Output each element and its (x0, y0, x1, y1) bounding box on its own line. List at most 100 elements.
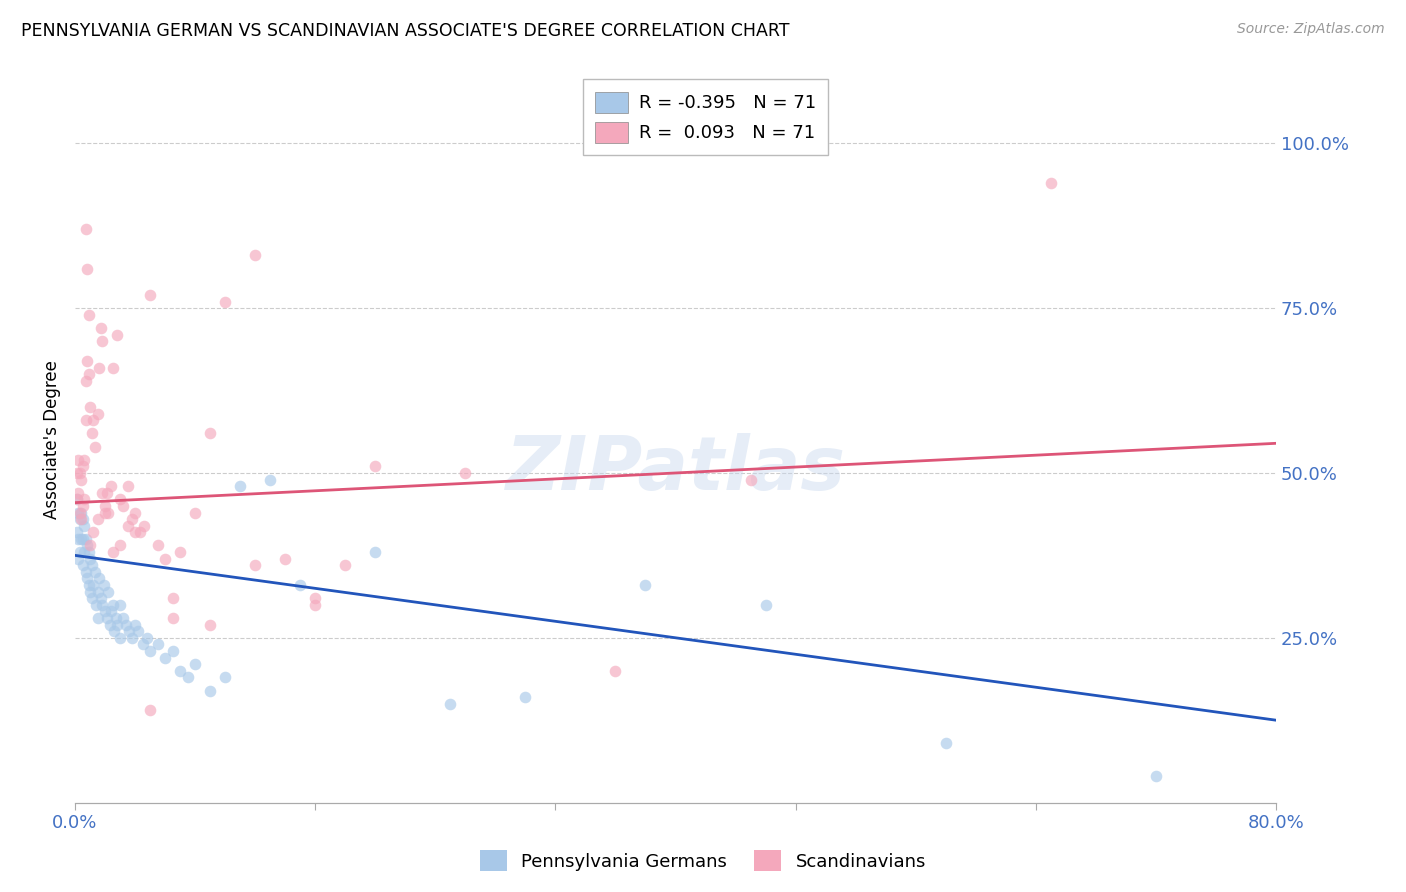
Point (184, 657, 207, 672)
Point (139, 644, 162, 658)
Point (364, 459, 387, 474)
Point (86, 584, 108, 599)
Point (634, 578, 657, 592)
Point (124, 525, 146, 540)
Point (128, 525, 150, 540)
Point (79, 400, 101, 414)
Point (94, 604, 117, 618)
Point (69, 512, 91, 526)
Point (91, 485, 114, 500)
Point (70, 532, 93, 546)
Point (77, 367, 100, 381)
Point (70, 512, 93, 526)
Point (132, 518, 155, 533)
Point (86, 407, 108, 421)
Point (65, 466, 87, 480)
Point (112, 499, 135, 513)
Point (146, 637, 169, 651)
Point (136, 631, 159, 645)
Point (108, 631, 131, 645)
Point (75, 413, 97, 427)
Point (82, 525, 104, 540)
Point (76, 539, 98, 553)
Point (162, 611, 184, 625)
Point (91, 598, 114, 612)
Point (97, 584, 120, 599)
Point (75, 532, 97, 546)
Point (605, 664, 627, 678)
Point (66, 551, 89, 566)
Point (75, 374, 97, 388)
Point (103, 624, 125, 639)
Point (198, 426, 221, 441)
Point (117, 479, 139, 493)
Point (117, 518, 139, 533)
Point (184, 506, 207, 520)
Point (65, 492, 87, 507)
Point (153, 551, 176, 566)
Point (66, 532, 89, 546)
Point (290, 578, 312, 592)
Point (243, 248, 266, 262)
Text: ZIPatlas: ZIPatlas (506, 433, 845, 506)
Point (740, 473, 762, 487)
Point (101, 545, 124, 559)
Point (73, 452, 96, 467)
Point (70, 473, 93, 487)
Point (79, 584, 101, 599)
Point (91, 334, 114, 348)
Point (124, 617, 146, 632)
Point (76, 354, 98, 368)
Point (65, 525, 87, 540)
Point (82, 413, 104, 427)
Point (75, 565, 97, 579)
Point (69, 506, 91, 520)
Point (146, 539, 169, 553)
Point (198, 617, 221, 632)
Point (84, 598, 107, 612)
Point (83, 440, 105, 454)
Point (274, 551, 297, 566)
Point (304, 591, 326, 606)
Point (101, 598, 124, 612)
Point (335, 558, 357, 573)
Point (93, 578, 115, 592)
Point (131, 637, 153, 651)
Y-axis label: Associate's Degree: Associate's Degree (44, 360, 60, 519)
Point (72, 512, 94, 526)
Point (82, 578, 104, 592)
Point (87, 360, 110, 375)
Point (139, 703, 162, 717)
Point (77, 578, 100, 592)
Point (304, 598, 326, 612)
Point (169, 545, 191, 559)
Legend: Pennsylvania Germans, Scandinavians: Pennsylvania Germans, Scandinavians (472, 843, 934, 879)
Point (96, 611, 118, 625)
Point (77, 545, 100, 559)
Point (73, 492, 96, 507)
Point (69, 545, 91, 559)
Point (75, 222, 97, 236)
Point (243, 558, 266, 573)
Point (214, 294, 236, 309)
Point (454, 466, 477, 480)
Point (97, 506, 120, 520)
Point (198, 683, 221, 698)
Point (98, 617, 121, 632)
Text: PENNSYLVANIA GERMAN VS SCANDINAVIAN ASSOCIATE'S DEGREE CORRELATION CHART: PENNSYLVANIA GERMAN VS SCANDINAVIAN ASSO… (21, 22, 790, 40)
Point (439, 697, 461, 711)
Point (162, 591, 184, 606)
Point (70, 506, 93, 520)
Point (72, 499, 94, 513)
Point (86, 611, 108, 625)
Point (90, 591, 112, 606)
Point (66, 452, 89, 467)
Point (80, 426, 103, 441)
Point (65, 492, 87, 507)
Point (76, 261, 98, 276)
Text: Source: ZipAtlas.com: Source: ZipAtlas.com (1237, 22, 1385, 37)
Point (162, 644, 184, 658)
Point (139, 288, 162, 302)
Point (515, 690, 537, 705)
Point (108, 598, 131, 612)
